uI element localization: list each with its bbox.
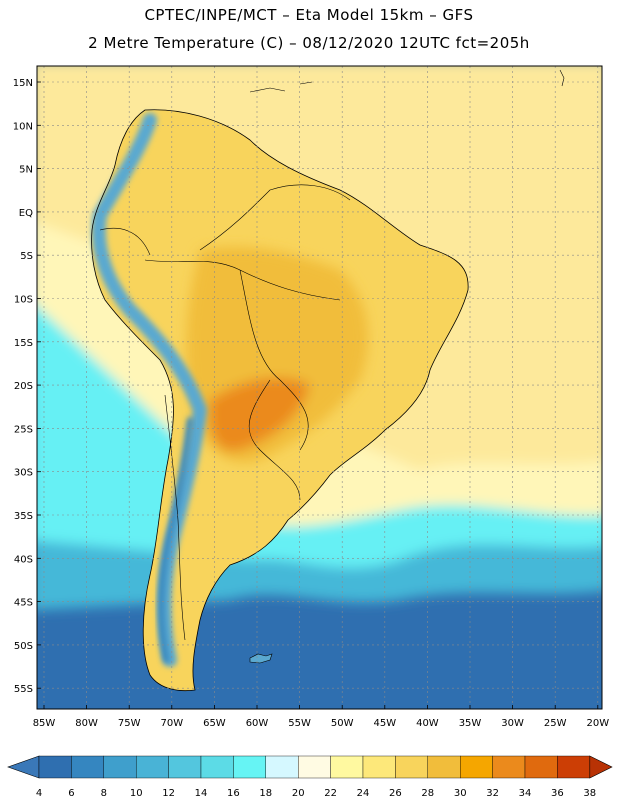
lon-label: 70W xyxy=(160,718,183,729)
colorbar-swatch xyxy=(557,755,591,779)
colorbar-label: 10 xyxy=(130,788,143,799)
graticule xyxy=(37,66,602,709)
country-borders xyxy=(99,184,351,641)
colorbar-label: 32 xyxy=(486,788,499,799)
lon-label: 60W xyxy=(246,718,269,729)
colorbar-label: 26 xyxy=(389,788,402,799)
lat-label: 45S xyxy=(14,598,33,609)
lon-label: 50W xyxy=(331,718,354,729)
lon-label: 20W xyxy=(586,718,609,729)
lat-label: 30S xyxy=(14,468,33,479)
colorbar-swatch xyxy=(135,755,169,779)
colorbar-labels: 4 6 8 10 12 14 16 18 20 22 24 26 28 30 32 34 36 38 xyxy=(36,788,596,799)
colorbar-swatch xyxy=(38,755,72,779)
colorbar-label: 36 xyxy=(551,788,564,799)
colorbar-label: 30 xyxy=(454,788,467,799)
colorbar-swatch xyxy=(298,755,331,779)
colorbar-swatch xyxy=(460,755,493,779)
lon-label: 35W xyxy=(459,718,482,729)
land-very-hot-zone xyxy=(209,377,310,451)
lat-label: 5S xyxy=(20,251,33,262)
colorbar-swatch xyxy=(103,755,137,779)
lat-label: 15S xyxy=(14,338,33,349)
colorbar xyxy=(7,755,613,779)
lat-label: 15N xyxy=(13,78,33,89)
colorbar-label: 18 xyxy=(259,788,272,799)
colorbar-label: 12 xyxy=(162,788,175,799)
caribbean-islands xyxy=(249,69,565,93)
lat-label: 5N xyxy=(19,165,33,176)
colorbar-label: 14 xyxy=(195,788,208,799)
lon-label: 45W xyxy=(373,718,396,729)
lat-label: 20S xyxy=(14,381,33,392)
latitude-labels: 15N 10N 5N EQ 5S 10S 15S 20S 25S 30S 35S 40S 45S 50S 5… xyxy=(13,78,41,695)
colorbar-swatch xyxy=(395,755,428,779)
continent-outline xyxy=(91,109,469,692)
colorbar-swatch xyxy=(427,755,461,779)
falkland-islands xyxy=(249,653,273,664)
colorbar-label: 22 xyxy=(324,788,337,799)
plot-frame xyxy=(36,65,603,710)
colorbar-label: 28 xyxy=(421,788,434,799)
colorbar-swatch xyxy=(71,755,105,779)
map-plot-area xyxy=(37,66,602,709)
lon-label: 55W xyxy=(288,718,311,729)
lon-label: 80W xyxy=(75,718,98,729)
lat-label: 25S xyxy=(14,424,33,435)
lat-label: 10N xyxy=(13,121,33,132)
lon-label: 85W xyxy=(33,718,56,729)
colorbar-swatch xyxy=(233,755,266,779)
colorbar-label: 20 xyxy=(292,788,305,799)
colorbar-label: 6 xyxy=(68,788,74,799)
andes-cold-ridge xyxy=(91,113,208,667)
lat-label: EQ xyxy=(19,208,33,219)
colorbar-label: 4 xyxy=(36,788,42,799)
colorbar-swatch xyxy=(200,755,234,779)
lat-label: 35S xyxy=(14,511,33,522)
colorbar-swatch xyxy=(168,755,202,779)
colorbar-label: 16 xyxy=(227,788,240,799)
colorbar-swatch xyxy=(492,755,526,779)
andes-snow-ridge xyxy=(157,417,193,663)
lat-label: 55S xyxy=(14,684,33,695)
colorbar-swatch xyxy=(524,755,558,779)
colorbar-label: 34 xyxy=(519,788,532,799)
colorbar-low-arrow xyxy=(7,755,40,779)
colorbar-swatch xyxy=(362,755,396,779)
lon-label: 25W xyxy=(544,718,567,729)
lat-label: 40S xyxy=(14,554,33,565)
colorbar-swatch xyxy=(330,755,364,779)
lat-label: 50S xyxy=(14,641,33,652)
colorbar-swatch xyxy=(265,755,299,779)
lon-label: 75W xyxy=(118,718,141,729)
map-title: CPTEC/INPE/MCT – Eta Model 15km – GFS xyxy=(144,6,474,24)
lat-label: 10S xyxy=(14,295,33,306)
colorbar-label: 38 xyxy=(583,788,596,799)
longitude-labels: 85W 80W 75W 70W 65W 60W 55W 50W 45W 40W 35W 30W 25W 2… xyxy=(33,705,609,729)
lon-label: 40W xyxy=(416,718,439,729)
colorbar-label: 8 xyxy=(101,788,107,799)
map-subtitle: 2 Metre Temperature (C) – 08/12/2020 12U… xyxy=(88,34,530,52)
lon-label: 65W xyxy=(203,718,226,729)
colorbar-high-arrow xyxy=(589,755,613,779)
lon-label: 30W xyxy=(501,718,524,729)
colorbar-label: 24 xyxy=(357,788,370,799)
